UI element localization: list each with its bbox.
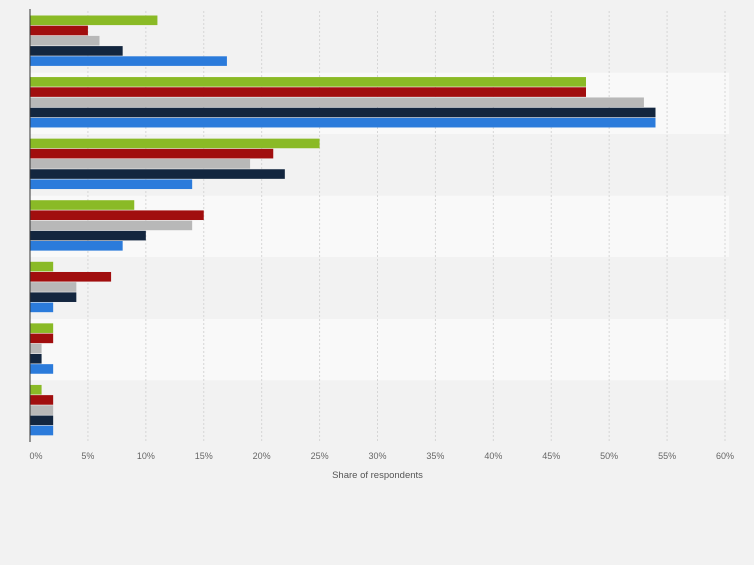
- bar-s2-g5: [30, 271, 112, 282]
- group-band-7: [30, 380, 729, 442]
- x-axis-title: Share of respondents: [332, 470, 423, 481]
- x-tick-label-4: 20%: [253, 451, 271, 461]
- bar-s1-g1: [30, 15, 158, 26]
- x-tick-label-0: 0%: [29, 451, 42, 461]
- x-tick-label-7: 35%: [426, 451, 444, 461]
- bar-s2-g4: [30, 210, 204, 221]
- x-tick-label-11: 55%: [658, 451, 676, 461]
- x-tick-label-8: 40%: [484, 451, 502, 461]
- bar-s5-g7: [30, 425, 54, 436]
- bar-s4-g3: [30, 169, 285, 179]
- bar-s4-g7: [30, 415, 54, 426]
- bar-s5-g6: [30, 364, 54, 374]
- group-band-6: [30, 318, 729, 381]
- bar-s3-g4: [30, 220, 193, 231]
- x-tick-label-3: 15%: [195, 451, 213, 461]
- bar-s4-g6: [30, 353, 42, 364]
- bar-s4-g2: [30, 107, 656, 118]
- bar-s1-g6: [30, 323, 54, 333]
- bar-s1-g5: [30, 261, 54, 272]
- bar-s3-g3: [30, 159, 251, 169]
- bar-s3-g1: [30, 35, 100, 46]
- bar-s4-g4: [30, 230, 146, 241]
- bar-s5-g5: [30, 302, 54, 313]
- bar-s2-g2: [30, 87, 586, 97]
- bar-s2-g1: [30, 25, 88, 36]
- bar-s1-g7: [30, 384, 42, 395]
- bar-s2-g6: [30, 333, 54, 344]
- group-band-5: [30, 257, 729, 319]
- bar-s4-g1: [30, 46, 123, 56]
- bar-s5-g3: [30, 179, 193, 190]
- bar-s5-g2: [30, 117, 656, 128]
- bar-s1-g4: [30, 200, 135, 210]
- bar-s4-g5: [30, 292, 77, 302]
- bar-s2-g7: [30, 395, 54, 405]
- x-tick-label-12: 60%: [716, 451, 734, 461]
- bar-s5-g1: [30, 56, 227, 66]
- x-tick-label-5: 25%: [311, 451, 329, 461]
- x-tick-label-9: 45%: [542, 451, 560, 461]
- bar-s3-g2: [30, 97, 644, 108]
- bar-s1-g3: [30, 138, 320, 149]
- bar-s1-g2: [30, 77, 586, 87]
- x-tick-label-10: 50%: [600, 451, 618, 461]
- x-tick-label-6: 30%: [368, 451, 386, 461]
- bar-s3-g5: [30, 282, 77, 292]
- x-tick-label-2: 10%: [137, 451, 155, 461]
- x-tick-label-1: 5%: [81, 451, 94, 461]
- bar-s5-g4: [30, 241, 123, 251]
- bar-s3-g7: [30, 405, 54, 415]
- bar-s3-g6: [30, 343, 42, 354]
- bar-s2-g3: [30, 148, 274, 159]
